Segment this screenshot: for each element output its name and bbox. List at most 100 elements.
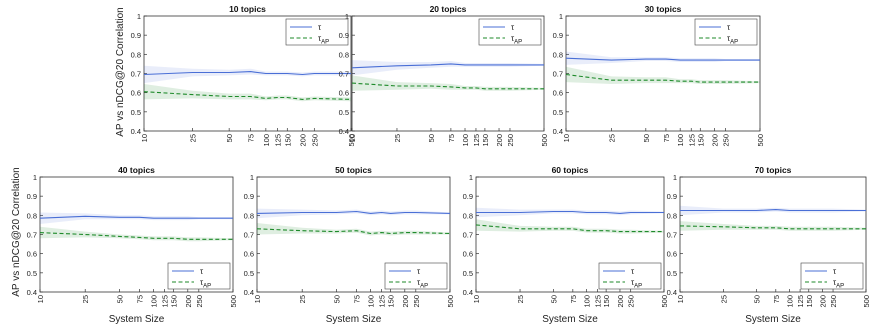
y-tick-label: 1 [250,173,254,182]
y-tick-label: 0.6 [667,250,677,259]
confidence-band-tau [144,65,351,84]
x-tick-label: 50 [225,134,234,142]
x-axis-label: System Size [326,314,382,325]
y-tick-label: 0.5 [667,269,677,278]
legend-label: τ [200,267,204,276]
series-line-tau-ap [256,228,451,235]
chart-title: 40 topics [118,165,155,175]
x-tick-label: 500 [446,295,455,308]
x-tick-label: 50 [115,295,124,303]
x-tick-label: 500 [660,295,669,308]
y-tick-label: 0.5 [553,108,563,117]
x-tick-label: 250 [412,295,421,308]
x-tick-label: 75 [772,295,781,303]
x-tick-label: 200 [299,134,308,147]
confidence-band-tau-ap [40,226,233,242]
x-tick-label: 25 [607,134,616,142]
y-tick-label: 1 [33,173,37,182]
y-tick-label: 0.6 [27,250,37,259]
x-tick-label: 75 [247,134,256,142]
y-tick-label: 0.7 [27,231,37,240]
chart-title: 20 topics [430,4,467,14]
x-tick-label: 100 [367,295,376,308]
y-tick-label: 0.5 [244,269,254,278]
y-tick-label: 1 [137,12,141,21]
x-tick-label: 25 [81,295,90,303]
y-tick-label: 0.4 [244,288,254,297]
x-tick-label: 100 [461,134,470,147]
y-tick-label: 1 [345,12,349,21]
y-tick-label: 0.8 [131,50,141,59]
confidence-band-tau [40,212,233,224]
y-tick-label: 0.8 [553,50,563,59]
confidence-band-tau-ap [476,219,664,234]
x-tick-label: 75 [352,295,361,303]
y-tick-label: 1 [469,173,473,182]
y-tick-label: 0.4 [463,288,473,297]
chart-title: 30 topics [645,4,682,14]
chart-panel-3: 0.4 0.5 0.6 0.7 0.8 0.9 1 10 25 50 75 100 125 150 200 2… [553,4,765,147]
x-tick-label: 125 [472,134,481,147]
x-tick-label: 150 [387,295,396,308]
legend-box [478,18,542,46]
y-tick-label: 0.6 [339,89,349,98]
x-tick-label: 75 [447,134,456,142]
legend-label: τ [833,267,837,276]
legend: τ τAP [800,262,864,290]
y-tick-label: 0.7 [131,70,141,79]
y-tick-label: 0.6 [244,250,254,259]
legend-label: τAP [417,278,428,290]
y-tick-label: 0.7 [553,70,563,79]
x-axis-label: System Size [109,314,165,325]
y-tick-label: 0.6 [131,89,141,98]
y-tick-label: 0.8 [339,50,349,59]
y-tick-label: 0.9 [27,192,37,201]
x-tick-label: 500 [229,295,238,308]
x-tick-label: 100 [150,295,159,308]
y-tick-label: 0.5 [131,108,141,117]
legend-label: τ [631,267,635,276]
confidence-band-tau [566,51,760,65]
series-line-tau [680,209,866,212]
legend-box [285,18,349,46]
y-tick-label: 0.7 [244,231,254,240]
y-tick-label: 0.8 [244,211,254,220]
x-tick-label: 50 [332,295,341,303]
legend: τ τAP [694,18,758,46]
series-line-tau [351,63,544,69]
series-line-tau-ap [143,91,352,100]
legend-label: τ [727,23,731,32]
x-tick-label: 150 [481,134,490,147]
y-tick-label: 0.9 [131,31,141,40]
legend-box [167,262,231,290]
x-tick-label: 150 [170,295,179,308]
y-tick-label: 0.8 [27,211,37,220]
series-line-tau-ap [679,225,866,230]
x-tick-label: 200 [818,295,827,308]
x-tick-label: 150 [602,295,611,308]
x-tick-label: 125 [687,134,696,147]
y-tick-label: 0.4 [553,127,563,136]
x-tick-label: 500 [540,134,549,147]
x-tick-label: 10 [348,134,357,142]
legend-box [384,262,448,290]
legend: τ τAP [478,18,542,46]
figure-ylabel-top: AP vs nDCG@20 Correlation [115,7,126,136]
series-line-tau [476,210,664,214]
y-tick-label: 0.7 [463,231,473,240]
x-tick-label: 200 [401,295,410,308]
x-tick-label: 200 [711,134,720,147]
x-tick-label: 250 [195,295,204,308]
y-tick-label: 0.5 [27,269,37,278]
legend-label: τAP [833,278,844,290]
x-axis-label: System Size [542,314,598,325]
x-axis-label: System Size [745,314,801,325]
legend: τ τAP [384,262,448,290]
x-tick-label: 75 [135,295,144,303]
chart-title: 50 topics [335,165,372,175]
x-tick-label: 50 [642,134,651,142]
x-tick-label: 25 [516,295,525,303]
x-tick-label: 10 [140,134,149,142]
